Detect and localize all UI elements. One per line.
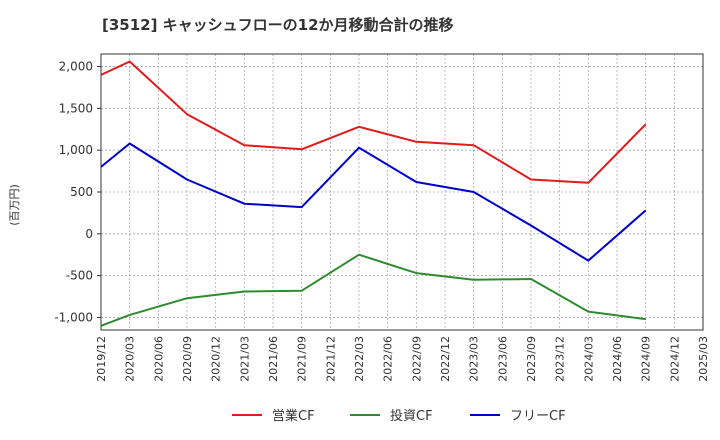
x-tick-label: 2021/03 (238, 336, 251, 382)
x-tick-label: 2022/06 (382, 336, 395, 382)
series-group (100, 60, 647, 327)
x-tick-label: 2022/12 (439, 336, 452, 382)
x-tick-label: 2020/09 (181, 336, 194, 382)
legend-label: 投資CF (390, 408, 433, 424)
x-tick-label: 2023/12 (554, 336, 567, 382)
y-tick-label: 1,500 (59, 101, 93, 115)
y-tick-label: 500 (70, 185, 93, 199)
x-tick-label: 2021/06 (267, 336, 280, 382)
x-tick-label: 2023/06 (496, 336, 509, 382)
x-tick-label: 2020/12 (210, 336, 223, 382)
x-tick-label: 2023/03 (468, 336, 481, 382)
y-tick-label: -1,000 (54, 310, 93, 324)
y-tick-label: 1,000 (59, 143, 93, 157)
x-tick-label: 2024/03 (582, 336, 595, 382)
legend-label: 営業CF (272, 408, 315, 424)
series-line-営業CF (100, 60, 647, 184)
grid (101, 54, 703, 330)
x-tick-label: 2021/12 (324, 336, 337, 382)
y-tick-label: 2,000 (59, 60, 93, 74)
x-tick-label: 2022/03 (353, 336, 366, 382)
series-line-投資CF (100, 253, 646, 327)
x-tick-label: 2024/12 (668, 336, 681, 382)
chart-title: [3512] キャッシュフローの12か月移動合計の推移 (102, 16, 454, 34)
x-tick-label: 2019/12 (95, 336, 108, 382)
x-tick-label: 2023/09 (525, 336, 538, 382)
x-tick-label: 2022/09 (410, 336, 423, 382)
y-tick-label: 0 (85, 227, 93, 241)
x-tick-label: 2020/06 (152, 336, 165, 382)
x-tick-label: 2020/03 (124, 336, 137, 382)
x-axis: 2019/12 2020/03 2020/06 2020/09 2020/12 2021/… (95, 336, 710, 382)
y-axis: 2,000 1,500 1,000 500 0 -500 -1,000 (54, 60, 101, 324)
legend-label: フリーCF (510, 409, 566, 424)
y-axis-label: (百万円) (8, 184, 21, 226)
x-tick-label: 2025/03 (697, 336, 710, 382)
x-tick-label: 2024/09 (640, 336, 653, 382)
x-tick-label: 2021/09 (296, 336, 309, 382)
legend: 営業CF 投資CF フリーCF (232, 408, 566, 424)
series-line-フリーCF (100, 142, 647, 262)
y-tick-label: -500 (66, 269, 93, 283)
x-tick-label: 2024/06 (611, 336, 624, 382)
